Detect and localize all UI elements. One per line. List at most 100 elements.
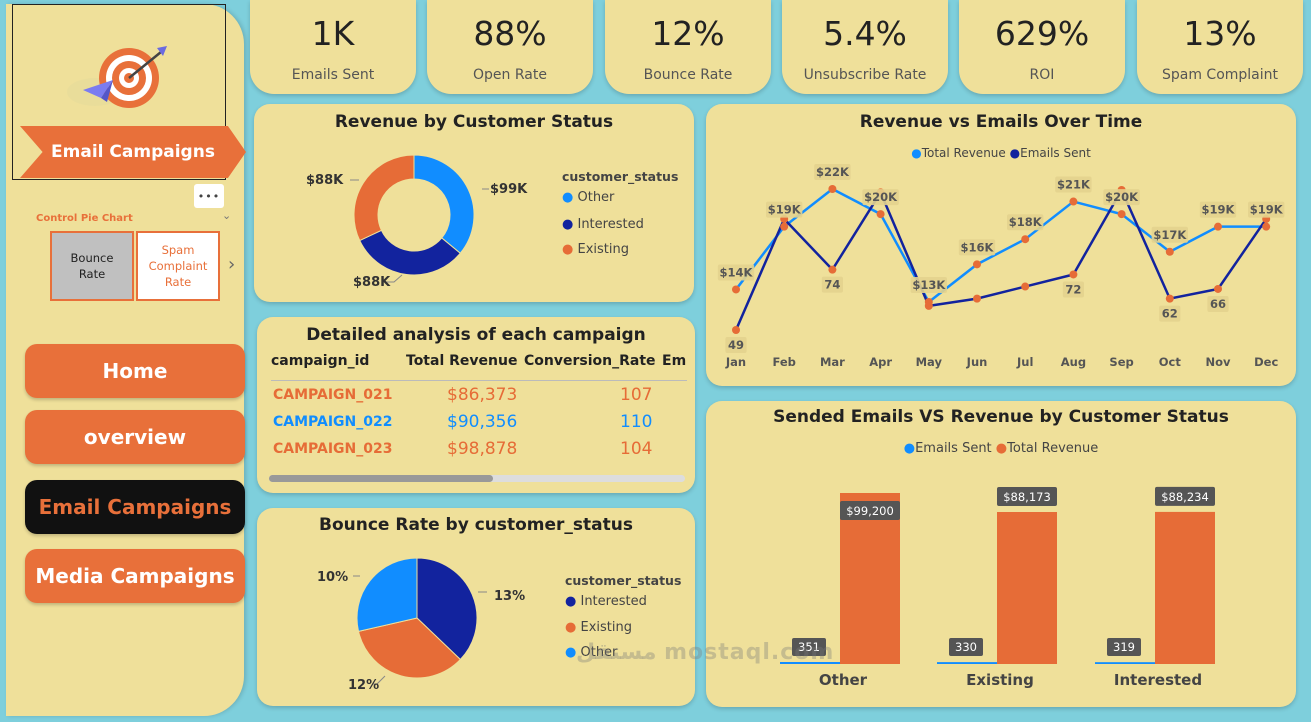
pie-slice-other[interactable] xyxy=(356,557,418,632)
x-tick-label: Mar xyxy=(820,355,845,369)
nav-overview-button[interactable]: overview xyxy=(25,410,245,464)
legend-item-other: ● Other xyxy=(565,645,618,660)
revenue-data-label-bg xyxy=(1248,201,1285,218)
total-revenue-point[interactable] xyxy=(876,210,885,219)
emails-data-label: 319 xyxy=(1113,640,1135,654)
revenue-data-label-bg xyxy=(910,277,947,293)
revenue-data-label-bg xyxy=(862,189,899,206)
donut-label-existing: $88K xyxy=(306,173,344,188)
emails-vs-revenue-bar-card: Sended Emails VS Revenue by Customer Sta… xyxy=(706,401,1296,707)
kpi-value: 88% xyxy=(473,14,547,53)
column-header-conversion-rate[interactable]: Conversion_Rate xyxy=(524,353,656,369)
column-header-campaign-id[interactable]: campaign_id xyxy=(271,353,370,369)
bar-emails-sent[interactable] xyxy=(780,662,840,664)
nav-home-button[interactable]: Home xyxy=(25,344,245,398)
table-row[interactable]: CAMPAIGN_022 $90,356 110 xyxy=(271,412,691,440)
emails-sent-point[interactable] xyxy=(1021,282,1030,291)
campaign-table-card: Detailed analysis of each campaign campa… xyxy=(257,317,695,493)
pie-slice-interested[interactable] xyxy=(416,557,478,661)
more-options-button[interactable]: ••• xyxy=(194,184,224,208)
kpi-unsubscribe-rate: 5.4% Unsubscribe Rate xyxy=(782,0,948,94)
donut-slice-existing[interactable] xyxy=(353,154,415,242)
bar-total-revenue[interactable] xyxy=(1155,511,1215,664)
total-revenue-point[interactable] xyxy=(1021,235,1030,244)
donut-label-other: $99K xyxy=(490,182,528,197)
column-header-em[interactable]: Em xyxy=(662,353,687,369)
revenue-data-label: $19K xyxy=(768,203,802,217)
kpi-roi: 629% ROI xyxy=(959,0,1125,94)
emails-sent-point[interactable] xyxy=(1214,284,1222,293)
table-row[interactable]: CAMPAIGN_021 $86,373 107 xyxy=(271,385,691,413)
bounce-pie-chart: 13% 12% 10% xyxy=(317,557,525,693)
revenue-data-label: $17K xyxy=(1153,228,1187,242)
legend-title: customer_status xyxy=(565,573,682,588)
pie-slice-existing[interactable] xyxy=(357,617,462,679)
emails-sent-point[interactable] xyxy=(732,326,740,334)
emails-sent-line xyxy=(734,187,1268,331)
revenue-data-label: $13K xyxy=(912,278,946,292)
x-tick-label: Jan xyxy=(725,355,746,369)
chart-title: Revenue by Customer Status xyxy=(334,112,614,132)
bar-total-revenue[interactable] xyxy=(997,512,1057,664)
total-revenue-point[interactable] xyxy=(973,260,981,269)
legend-item-existing: ● Existing xyxy=(565,620,632,635)
x-tick-label: Feb xyxy=(772,355,795,369)
x-tick-label: Apr xyxy=(869,355,892,369)
kpi-label: Emails Sent xyxy=(291,67,375,83)
total-revenue-point[interactable] xyxy=(1214,222,1222,231)
chevron-down-icon[interactable]: ⌄ xyxy=(222,209,232,222)
emails-sent-point[interactable] xyxy=(1069,270,1078,279)
total-revenue-point[interactable] xyxy=(732,285,740,294)
emails-data-label: 72 xyxy=(1065,282,1081,296)
emails-sent-point[interactable] xyxy=(973,294,981,303)
kpi-emails-sent: 1K Emails Sent xyxy=(250,0,416,94)
revenue-data-label: $99,200 xyxy=(846,504,894,518)
kpi-label: Spam Complaint xyxy=(1161,67,1279,83)
scrollbar-thumb[interactable] xyxy=(269,475,493,482)
nav-email-campaigns-button[interactable]: Email Campaigns xyxy=(25,480,245,534)
legend-item-interested: ● Interested xyxy=(565,594,647,609)
legend-label: Emails Sent xyxy=(1020,146,1091,160)
emails-sent-point[interactable] xyxy=(1165,294,1174,303)
donut-slice-other[interactable] xyxy=(413,154,475,254)
revenue-data-label: $20K xyxy=(864,190,898,204)
table-row[interactable]: CAMPAIGN_023 $98,878 104 xyxy=(271,439,691,467)
legend-item-existing: ● Existing xyxy=(562,242,629,257)
pie-label-other: 10% xyxy=(317,570,348,585)
emails-sent-point[interactable] xyxy=(924,301,933,310)
x-tick-label: Jun xyxy=(966,355,988,369)
campaign-table: campaign_id Total Revenue Conversion_Rat… xyxy=(271,353,691,473)
bar-emails-sent[interactable] xyxy=(937,662,997,664)
kpi-value: 629% xyxy=(994,14,1090,53)
header-divider xyxy=(271,380,687,381)
total-revenue-point[interactable] xyxy=(1262,222,1271,231)
bar-emails-sent[interactable] xyxy=(1095,662,1155,664)
emails-data-label-bg xyxy=(1062,281,1084,298)
nav-media-campaigns-button[interactable]: Media Campaigns xyxy=(25,549,245,603)
chevron-right-icon[interactable]: › xyxy=(228,254,236,275)
total-revenue-point[interactable] xyxy=(1069,197,1078,206)
control-spam-complaint-button[interactable]: Spam Complaint Rate xyxy=(136,231,220,301)
kpi-bounce-rate: 12% Bounce Rate xyxy=(605,0,771,94)
horizontal-scrollbar[interactable] xyxy=(269,475,685,482)
cell-total-revenue: $90,356 xyxy=(447,412,518,432)
total-revenue-point[interactable] xyxy=(828,185,837,193)
total-revenue-line xyxy=(735,187,1267,304)
legend-label: Other xyxy=(580,645,618,660)
emails-label-bg xyxy=(792,638,826,656)
x-tick-label: Sep xyxy=(1109,355,1133,369)
total-revenue-point[interactable] xyxy=(780,222,789,231)
total-revenue-point[interactable] xyxy=(1117,210,1126,219)
target-logo-icon xyxy=(67,46,167,108)
revenue-data-label-bg xyxy=(1151,226,1188,243)
bar-total-revenue[interactable] xyxy=(840,493,900,664)
total-revenue-point[interactable] xyxy=(1165,247,1174,256)
control-bounce-rate-button[interactable]: Bounce Rate xyxy=(50,231,134,301)
legend-item-other: ● Other xyxy=(562,190,615,205)
revenue-data-label: $88,173 xyxy=(1003,490,1051,504)
emails-sent-point[interactable] xyxy=(828,265,837,274)
column-header-total-revenue[interactable]: Total Revenue xyxy=(406,353,518,369)
revenue-data-label: $14K xyxy=(720,265,754,279)
revenue-data-label-bg xyxy=(1103,189,1140,206)
revenue-data-label-bg xyxy=(1199,201,1237,218)
